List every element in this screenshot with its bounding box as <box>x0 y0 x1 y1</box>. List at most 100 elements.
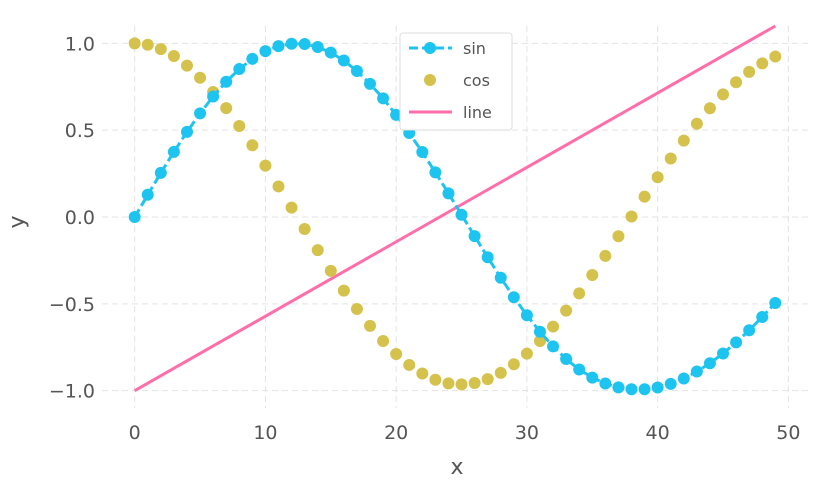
cos-point <box>429 373 442 386</box>
sin-point <box>507 291 520 304</box>
cos-point <box>311 244 324 257</box>
y-tick-label: −1.0 <box>49 381 95 403</box>
sin-point <box>259 45 272 58</box>
cos-point <box>285 201 298 214</box>
sin-point <box>167 145 180 158</box>
cos-point <box>220 102 233 115</box>
sin-point <box>337 54 350 67</box>
sin-point <box>207 90 220 103</box>
cos-point <box>324 264 337 277</box>
cos-point <box>180 59 193 72</box>
legend-box <box>399 32 513 131</box>
cos-point <box>337 284 350 297</box>
sin-point <box>455 208 468 221</box>
sin-point <box>220 75 233 88</box>
sin-point <box>311 41 324 54</box>
cos-point <box>128 37 141 50</box>
sin-point <box>638 383 651 396</box>
sin-point <box>377 92 390 105</box>
sin-point <box>194 107 207 120</box>
sin-point <box>664 377 677 390</box>
legend-sin-swatch-marker <box>424 42 436 54</box>
cos-point <box>769 50 782 63</box>
sin-point <box>612 381 625 394</box>
cos-point <box>664 152 677 165</box>
cos-point <box>507 358 520 371</box>
sin-point <box>272 40 285 53</box>
y-tick-label: 1.0 <box>65 33 95 55</box>
sin-point <box>233 63 246 76</box>
cos-point <box>194 71 207 84</box>
x-tick-label: 20 <box>384 422 408 444</box>
cos-point <box>743 65 756 78</box>
cos-point <box>573 287 586 300</box>
cos-point <box>677 134 690 147</box>
sin-point <box>481 251 494 264</box>
cos-point <box>651 171 664 184</box>
sin-point <box>677 372 690 385</box>
cos-point <box>494 366 507 379</box>
cos-point <box>167 50 180 63</box>
sin-point <box>533 325 546 338</box>
legend-label-line: line <box>463 103 492 122</box>
sin-point <box>442 187 455 200</box>
x-tick-label: 0 <box>129 422 141 444</box>
sin-point <box>141 188 154 201</box>
sin-point <box>769 296 782 309</box>
sin-point <box>364 77 377 90</box>
cos-point <box>259 159 272 172</box>
cos-point <box>717 88 730 101</box>
y-tick-label: −0.5 <box>49 294 95 316</box>
sin-point <box>468 230 481 243</box>
x-tick-label: 30 <box>515 422 539 444</box>
sin-point <box>285 37 298 50</box>
sin-point <box>350 64 363 77</box>
sin-point <box>298 38 311 51</box>
cos-point <box>547 320 560 333</box>
sin-point <box>743 324 756 337</box>
sin-point <box>429 166 442 179</box>
cos-point <box>468 376 481 389</box>
sin-point <box>730 336 743 349</box>
plot-series <box>128 24 782 396</box>
cos-point <box>533 334 546 347</box>
sin-point <box>651 381 664 394</box>
sin-point <box>690 365 703 378</box>
cos-point <box>442 377 455 390</box>
cos-point <box>612 230 625 243</box>
legend-label-sin: sin <box>463 39 486 58</box>
sin-point <box>128 211 141 223</box>
cos-point <box>455 378 468 391</box>
cos-point <box>272 180 285 193</box>
cos-point <box>625 210 638 223</box>
cos-point <box>390 347 403 360</box>
legend: sin cos line <box>399 32 513 131</box>
cos-point <box>481 373 494 386</box>
sin-point <box>324 46 337 59</box>
sin-point <box>599 377 612 390</box>
sin-point <box>154 166 167 179</box>
cos-point <box>638 190 651 203</box>
series-line-line <box>133 24 777 392</box>
legend-cos-swatch <box>424 74 436 86</box>
x-tick-label: 50 <box>776 422 800 444</box>
cos-point <box>560 304 573 317</box>
y-tick-label: 0.0 <box>65 207 95 229</box>
cos-point <box>364 319 377 332</box>
sin-point <box>246 52 259 65</box>
sin-point <box>494 271 507 284</box>
sin-point <box>625 383 638 396</box>
legend-label-cos: cos <box>463 71 490 90</box>
cos-point <box>350 303 363 316</box>
x-tick-label: 40 <box>646 422 670 444</box>
sin-point <box>703 357 716 370</box>
cos-point <box>141 38 154 51</box>
tick-labels: 0 10 20 30 40 50 −1.0 −0.5 0.0 0.5 1.0 <box>49 33 801 444</box>
sin-point <box>717 347 730 360</box>
sin-point <box>547 340 560 353</box>
cos-point <box>586 268 599 281</box>
cos-point <box>154 43 167 56</box>
x-axis-label: x <box>450 455 463 480</box>
sin-point <box>180 125 193 138</box>
